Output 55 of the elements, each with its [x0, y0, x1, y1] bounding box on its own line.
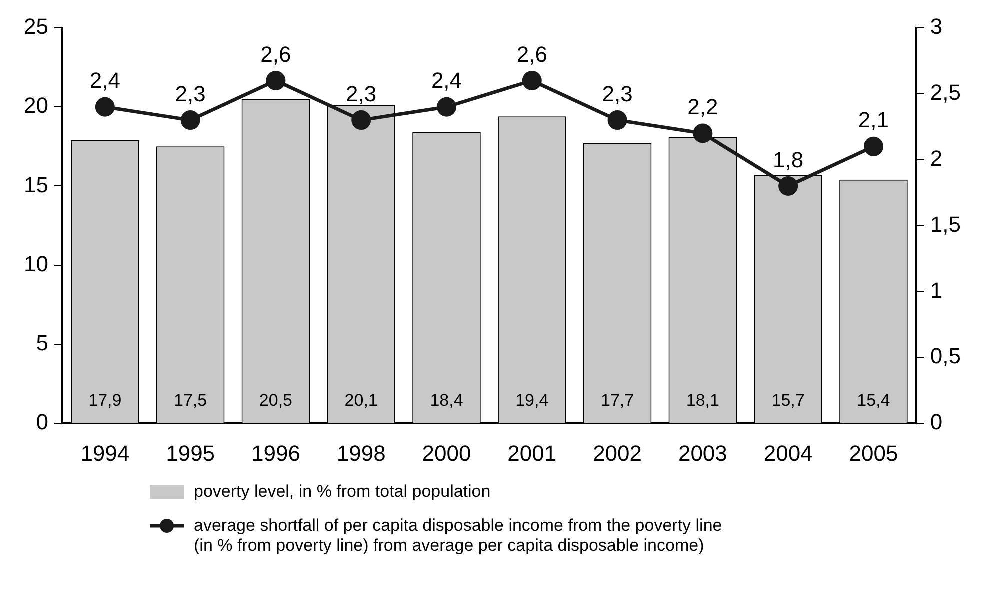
data-label: 18,1	[686, 390, 720, 410]
y2-tick-label: 2	[930, 146, 943, 171]
point	[864, 136, 884, 156]
point	[352, 110, 372, 130]
point	[608, 110, 628, 130]
x-tick-label: 2005	[849, 440, 898, 466]
point	[266, 70, 286, 90]
data-label: 20,5	[259, 390, 293, 410]
x-tick-label: 2003	[678, 440, 728, 466]
data-label: 2,3	[175, 81, 206, 106]
data-label: 15,7	[772, 390, 805, 410]
x-tick-label: 2002	[593, 440, 642, 466]
x-tick-label: 2004	[764, 440, 813, 466]
y-tick-label: 25	[24, 14, 48, 40]
y2-tick-label: 3	[930, 14, 943, 40]
x-tick-label: 2001	[508, 440, 557, 466]
data-label: 17,7	[600, 390, 634, 410]
data-label: 20,1	[344, 390, 378, 410]
data-label: 2,6	[260, 42, 292, 67]
data-label: 17,5	[174, 390, 208, 410]
y2-tick-label: 1,5	[930, 212, 962, 237]
y-tick-label: 15	[24, 172, 48, 198]
y-tick-label: 10	[24, 251, 48, 276]
y-tick-label: 20	[24, 93, 48, 118]
y2-tick-label: 2,5	[930, 80, 962, 105]
point	[693, 124, 713, 144]
point	[180, 110, 200, 130]
y2-tick-label: 0,5	[930, 344, 962, 369]
legend-label: average shortfall of per capita disposable income from the poverty line (in % from poverty line) from average per capita disposable income)	[194, 516, 724, 556]
y2-tick-label: 0	[930, 410, 943, 435]
x-tick-label: 1994	[80, 440, 130, 466]
data-label: 2,4	[431, 68, 462, 94]
data-label: 1,8	[773, 147, 804, 172]
point	[522, 70, 542, 90]
legend-label: poverty level, in % from total population	[194, 482, 491, 502]
x-tick-label: 1998	[336, 440, 386, 466]
data-label: 15,4	[857, 390, 890, 410]
data-label: 2,6	[516, 42, 548, 67]
data-label: 18,4	[430, 390, 464, 410]
data-label: 19,4	[516, 390, 549, 410]
y2-tick-label: 1	[930, 278, 943, 303]
data-label: 17,9	[88, 390, 122, 410]
data-label: 2,1	[858, 108, 890, 133]
data-label: 2,3	[346, 81, 377, 106]
data-label: 2,2	[688, 94, 718, 120]
x-tick-label: 1995	[166, 440, 216, 466]
y-tick-label: 5	[36, 330, 48, 356]
data-label: 2,3	[602, 81, 633, 106]
point	[95, 97, 115, 117]
x-tick-label: 1996	[251, 440, 300, 466]
point	[436, 97, 456, 117]
x-tick-label: 2000	[422, 440, 472, 466]
point	[778, 176, 798, 196]
data-label: 2,4	[90, 68, 120, 94]
y-tick-label: 0	[36, 410, 48, 435]
